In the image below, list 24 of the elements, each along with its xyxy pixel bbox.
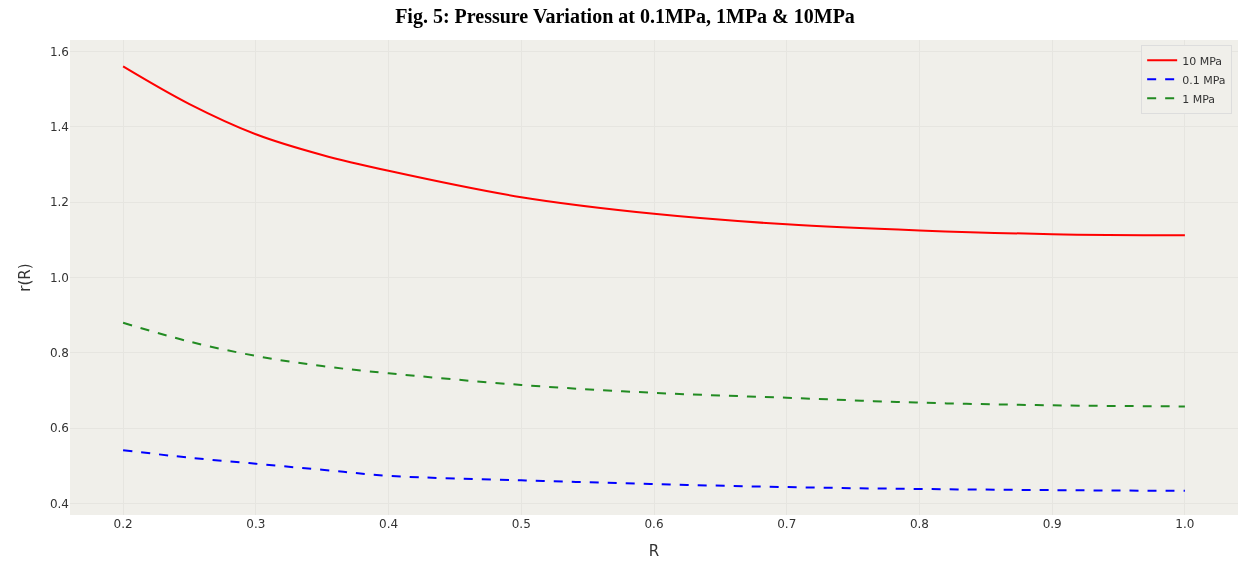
x-tick-label: 0.9 <box>1042 517 1062 531</box>
y-axis-title: r(R) <box>16 263 35 292</box>
x-tick-label: 0.2 <box>113 517 133 531</box>
x-tick-label: 0.3 <box>246 517 266 531</box>
x-tick-label: 0.5 <box>511 517 531 531</box>
legend-label: 10 MPa <box>1182 54 1223 68</box>
x-tick-label: 0.4 <box>379 517 399 531</box>
y-tick-label: 0.6 <box>49 421 69 436</box>
x-tick-label: 0.7 <box>777 517 797 531</box>
line-series <box>122 449 1186 492</box>
y-tick-label: 0.4 <box>49 496 69 511</box>
chart-title: Fig. 5: Pressure Variation at 0.1MPa, 1MPa & 10MPa <box>395 4 855 28</box>
y-tick-label: 0.8 <box>49 346 69 361</box>
legend-label: 0.1 MPa <box>1182 73 1226 87</box>
line-series <box>122 321 1186 408</box>
x-tick-label: 0.6 <box>644 517 664 531</box>
x-tick-label: 1.0 <box>1175 517 1195 531</box>
legend-label: 1 MPa <box>1182 92 1216 106</box>
y-tick-label: 1.2 <box>49 195 69 210</box>
x-axis-title: R <box>648 542 660 560</box>
y-tick-label: 1.6 <box>49 44 69 59</box>
y-tick-label: 1.0 <box>49 270 69 285</box>
x-tick-label: 0.8 <box>909 517 929 531</box>
y-tick-label: 1.4 <box>49 119 69 134</box>
